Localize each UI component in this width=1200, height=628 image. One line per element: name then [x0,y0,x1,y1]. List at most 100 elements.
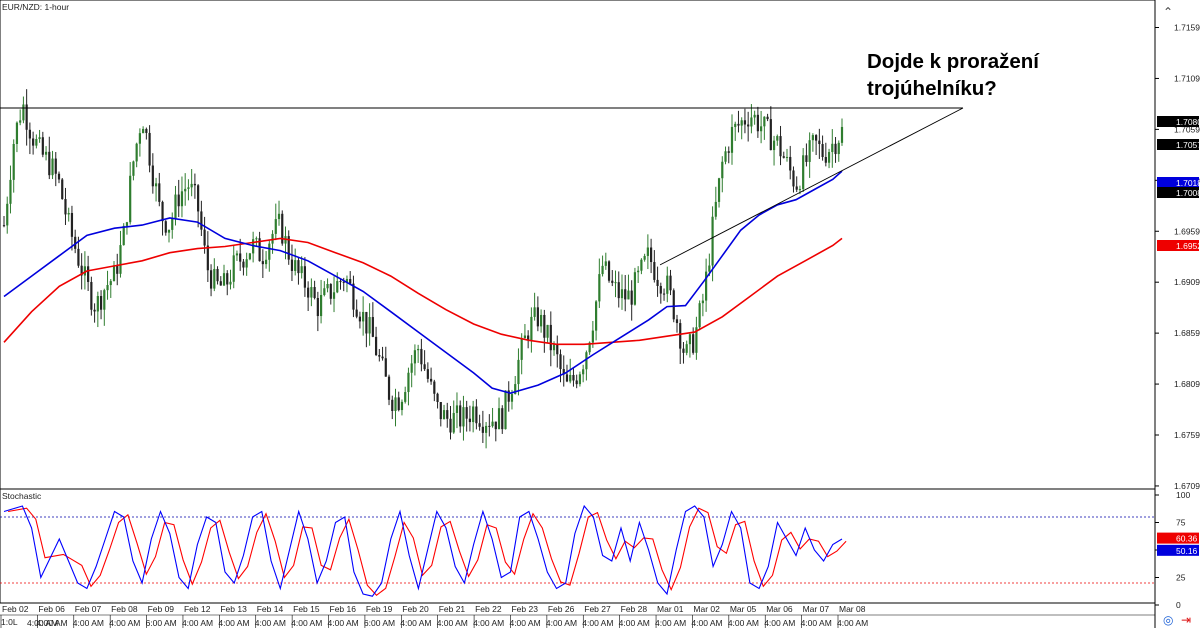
candle-down [216,268,219,282]
candle-down [756,114,759,132]
candle-up [717,178,721,202]
candle-down [818,140,821,145]
stochastic-k-box [1157,532,1199,544]
candle-up [798,189,802,191]
candle-down [795,186,798,190]
candle-up [504,390,507,430]
candle-down [433,381,436,394]
candle-down [290,259,294,271]
candle-down [824,157,827,163]
candle-up [763,116,766,127]
arrow-right-icon[interactable]: ⇥ [1181,613,1192,627]
candle-down [475,406,478,424]
fast-moving-average-line [3,170,843,395]
candle-up [811,135,814,141]
candle-up [213,268,216,289]
candle-down [151,165,154,187]
candle-up [310,287,313,298]
candle-down [426,369,429,379]
ascending-trendline [659,107,964,266]
price-axis: 1.71591.71091.70591.70091.69591.69091.68… [1155,23,1200,491]
candle-up [569,374,572,382]
candle-down [371,317,374,337]
candle-up [277,213,281,220]
candle-down [575,380,578,385]
candle-up [491,421,494,427]
candle-up [598,274,601,302]
candle-down [737,123,740,126]
candle-up [837,142,840,155]
candle-up [345,279,349,283]
candle-up [232,255,235,282]
candle-down [41,137,44,155]
candle-down [439,402,442,420]
time-label: 4:00 AM [36,618,67,628]
candle-up [15,122,19,144]
date-label: Feb 02 [2,604,29,614]
candle-up [38,137,41,140]
candle-up [184,188,187,192]
time-label: 4:00 AM [400,618,431,628]
time-label: 4:00 AM [255,618,286,628]
candle-down [177,194,180,207]
candle-down [672,290,675,320]
time-axis: Feb 02 4:00 AM Feb 06 4:00 AM Feb 07 4:00 AM F… [0,604,868,628]
candle-down [74,236,77,249]
candle-down [239,253,242,262]
candle-down [57,173,61,180]
price-panel [0,0,1156,490]
date-label: Mar 07 [803,604,830,614]
candle-down [617,282,620,299]
stochastic-tick-label: 25 [1176,573,1186,583]
candle-down [61,179,64,200]
candle-up [319,294,323,317]
candle-down [374,336,378,356]
candle-up [840,126,844,143]
crosshair-icon[interactable]: ◎ [1163,613,1174,627]
price-box-label: 1.7057 [1176,140,1200,150]
candle-up [326,284,329,289]
candle-up [167,229,171,233]
date-label: Feb 06 [38,604,65,614]
time-label: 4:00 AM [473,618,504,628]
price-tick-label: 1.6759 [1174,430,1200,440]
date-label: Feb 08 [111,604,138,614]
date-label: Feb 26 [548,604,575,614]
candle-up [404,392,407,402]
candle-up [154,183,158,187]
candle-down [562,369,565,375]
candle-down [769,119,772,151]
candle-down [387,376,391,400]
price-tick-label: 1.7059 [1174,124,1200,134]
candle-down [25,104,28,130]
candle-down [206,245,209,271]
candle-up [497,408,501,430]
candle-up [407,372,410,393]
time-label: 4:00 AM [837,618,868,628]
candle-up [235,253,239,256]
price-box-label: 1.7018 [1176,178,1200,188]
candle-down [70,212,74,237]
candle-down [28,129,31,139]
candle-up [35,139,38,146]
candle-down [536,307,539,327]
candle-down [93,309,96,312]
price-tick-label: 1.7159 [1174,23,1200,33]
chevron-up-icon[interactable]: ⌃ [1163,5,1174,19]
price-box [1157,116,1199,127]
date-label: Feb 22 [475,604,502,614]
candle-up [776,136,779,141]
candle-down [219,281,222,286]
date-label: Feb 19 [366,604,393,614]
candle-up [9,179,12,204]
candle-down [653,262,656,280]
date-label: Feb 16 [330,604,357,614]
candle-up [734,123,737,127]
candle-up [417,348,420,351]
candle-up [255,238,258,240]
candle-down [549,324,552,351]
candle-down [792,170,795,187]
time-label: 6:00 AM [364,618,395,628]
date-label: Feb 14 [257,604,284,614]
